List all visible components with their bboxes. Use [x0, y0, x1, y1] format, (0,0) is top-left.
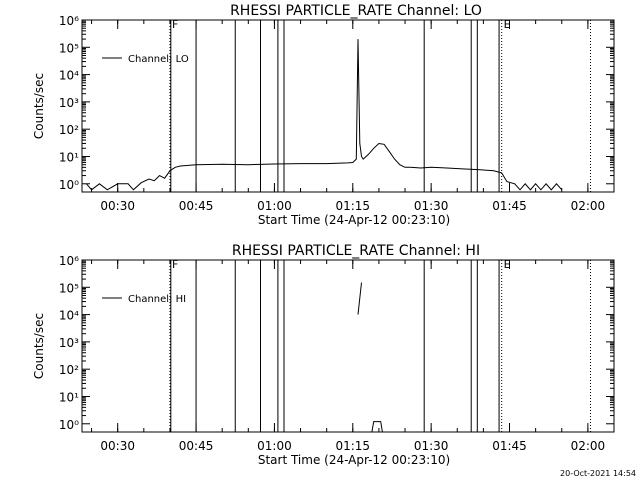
y-tick-label: 10⁵ — [59, 41, 79, 55]
series-line — [86, 39, 563, 191]
plot-frame — [81, 19, 615, 193]
x-tick-label: 00:30 — [100, 199, 135, 213]
legend-label: Channel: LO — [128, 54, 189, 65]
x-tick-label: 02:00 — [571, 439, 606, 453]
y-tick-label: 10⁰ — [59, 178, 79, 192]
x-tick-label: 00:45 — [179, 439, 214, 453]
x-tick-label: 00:30 — [100, 439, 135, 453]
x-axis-label: Start Time (24-Apr-12 00:23:10) — [258, 453, 450, 467]
x-tick-label: 01:00 — [257, 199, 292, 213]
panel-channel-lo: RHESSI PARTICLE_RATE Channel: LO F E 10⁰ 10¹… — [32, 3, 615, 227]
y-tick-label: 10² — [59, 123, 79, 137]
x-tick-label: 01:15 — [335, 439, 370, 453]
x-tick-label: 01:30 — [414, 199, 449, 213]
marker-label: F — [172, 18, 178, 31]
y-axis-label: Counts/sec — [32, 73, 46, 139]
y-tick-label: 10⁴ — [59, 309, 79, 323]
y-tick-label: 10³ — [59, 336, 79, 350]
legend-label: Channel: HI — [128, 294, 186, 305]
x-tick-label: 02:00 — [571, 199, 606, 213]
y-axis-label: Counts/sec — [32, 313, 46, 379]
x-tick-label: 00:45 — [179, 199, 214, 213]
y-tick-label: 10⁵ — [59, 281, 79, 295]
y-tick-label: 10⁴ — [59, 69, 79, 83]
plot-frame — [81, 259, 615, 433]
series-line — [357, 282, 362, 315]
y-tick-label: 10⁶ — [59, 14, 79, 28]
panel-channel-hi: RHESSI PARTICLE_RATE Channel: HI F E 10⁰ 10¹… — [32, 243, 615, 467]
date-stamp: 20-Oct-2021 14:54 — [560, 469, 636, 478]
x-axis-label: Start Time (24-Apr-12 00:23:10) — [258, 213, 450, 227]
marker-label: E — [504, 258, 511, 271]
y-tick-label: 10² — [59, 363, 79, 377]
y-tick-label: 10³ — [59, 96, 79, 110]
x-tick-label: 01:30 — [414, 439, 449, 453]
chart-title: RHESSI PARTICLE_RATE Channel: HI — [232, 243, 480, 259]
x-tick-label: 01:15 — [335, 199, 370, 213]
y-tick-label: 10⁶ — [59, 254, 79, 268]
marker-label: F — [172, 258, 178, 271]
chart-title: RHESSI PARTICLE_RATE Channel: LO — [230, 3, 482, 19]
x-tick-label: 01:00 — [257, 439, 292, 453]
series-line — [371, 421, 383, 433]
y-tick-label: 10¹ — [59, 150, 79, 164]
x-tick-label: 01:45 — [492, 199, 527, 213]
y-tick-label: 10¹ — [59, 390, 79, 404]
marker-label: E — [504, 18, 511, 31]
y-tick-label: 10⁰ — [59, 418, 79, 432]
x-tick-label: 01:45 — [492, 439, 527, 453]
